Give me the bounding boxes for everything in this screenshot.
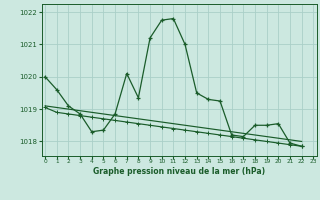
- X-axis label: Graphe pression niveau de la mer (hPa): Graphe pression niveau de la mer (hPa): [93, 167, 265, 176]
